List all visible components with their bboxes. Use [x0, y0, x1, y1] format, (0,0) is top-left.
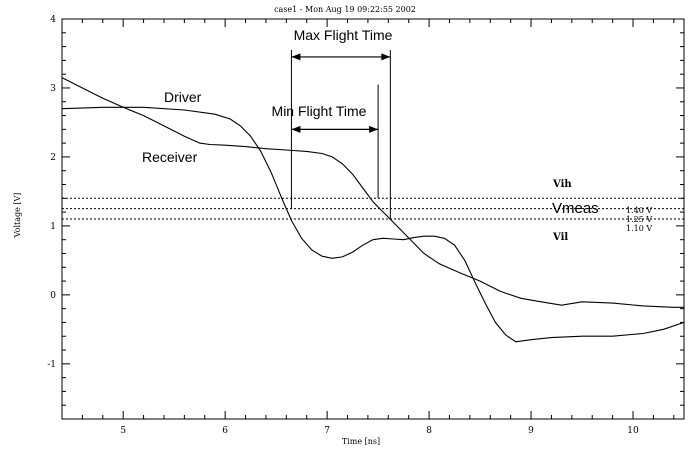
vih-value-label: 1.40 V [626, 206, 652, 215]
vil-label: Vil [552, 232, 568, 243]
max-flight-time-arrow [291, 53, 391, 61]
x-axis-label: Time [ns] [342, 437, 380, 446]
vil-value-label: 1.10 V [626, 224, 652, 233]
series-line-driver [61, 106, 685, 343]
min-flight-time-label: Min Flight Time [272, 103, 367, 119]
max-flight-time-arrow-head-end [381, 53, 391, 61]
y-tick-label: -1 [47, 360, 56, 370]
chart-title: case1 - Mon Aug 19 09:22:55 2002 [274, 5, 416, 14]
driver-label: Driver [164, 89, 202, 105]
flight-time-markers [290, 50, 391, 219]
max-flight-time-arrow-head-start [291, 53, 301, 61]
y-axis-label: Voltage [V] [13, 193, 22, 239]
vmeas-value-label: 1.25 V [626, 215, 652, 224]
y-tick-label: 1 [50, 222, 56, 232]
x-tick-label: 8 [426, 426, 432, 436]
x-tick-label: 9 [528, 426, 534, 436]
vih-label: Vih [552, 179, 572, 190]
x-tick-label: 6 [222, 426, 228, 436]
series-layer [61, 77, 685, 343]
min-flight-time-arrow [291, 125, 379, 133]
y-tick-label: 0 [50, 291, 56, 301]
x-tick-label: 7 [324, 426, 330, 436]
min-flight-time-arrow-head-start [291, 125, 301, 133]
receiver-label: Receiver [142, 149, 198, 165]
vmeas-label: Vmeas [552, 200, 599, 217]
max-flight-time-label: Max Flight Time [294, 27, 393, 43]
series-line-receiver [61, 77, 684, 308]
y-tick-label: 3 [50, 84, 56, 94]
x-tick-label: 5 [120, 426, 126, 436]
min-flight-time-arrow-head-end [369, 125, 379, 133]
y-tick-label: 2 [50, 153, 56, 163]
y-tick-label: 4 [50, 15, 56, 25]
x-tick-label: 10 [627, 426, 639, 436]
axis-ticks: 5 6 7 8 9 10 -1 0 1 2 3 4 [47, 15, 684, 436]
